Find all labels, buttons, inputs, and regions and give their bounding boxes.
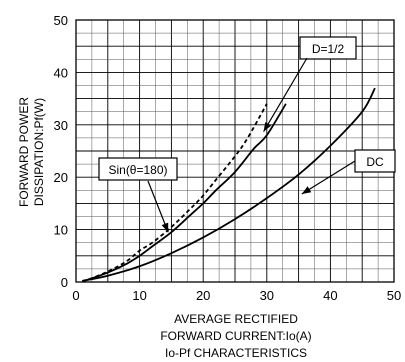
callout-dc: DC	[301, 149, 396, 195]
callout-box	[299, 36, 357, 60]
y-tick-label: 0	[61, 275, 68, 290]
callout-leader	[263, 57, 308, 132]
y-axis-label-line2: DISSIPATION:Pf(W)	[32, 98, 46, 206]
callout-sin180: Sin(θ=180)	[98, 157, 178, 233]
y-tick-label: 10	[54, 223, 68, 238]
y-tick-label: 40	[54, 65, 68, 80]
x-tick-labels: 0 10 20 30 40 50	[72, 288, 401, 303]
x-tick-label: 20	[196, 288, 210, 303]
callout-label: Sin(θ=180)	[108, 163, 167, 177]
callout-arrowhead	[301, 186, 312, 194]
chart-caption: Io-Pf CHARACTERISTICS	[165, 346, 307, 360]
callout-arrowhead	[263, 122, 272, 132]
callout-leader	[301, 160, 356, 195]
callout-arrowhead	[161, 222, 169, 233]
series-dc-line	[82, 87, 376, 282]
x-tick-label: 40	[323, 288, 337, 303]
x-tick-label: 0	[72, 288, 79, 303]
callout-d-half: D=1/2	[263, 36, 357, 132]
y-tick-label: 20	[54, 170, 68, 185]
callout-leader	[147, 180, 169, 233]
callout-box	[98, 157, 178, 181]
series-d-half-line	[82, 103, 287, 282]
callout-label: DC	[366, 155, 384, 169]
callout-label: D=1/2	[312, 42, 345, 56]
x-tick-label: 30	[260, 288, 274, 303]
y-tick-labels: 0 10 20 30 40 50	[54, 13, 68, 290]
series-sin180-line	[82, 103, 268, 282]
x-tick-label: 50	[387, 288, 401, 303]
series-lines	[82, 87, 376, 282]
callouts: Sin(θ=180) D=1/2 DC	[98, 36, 396, 233]
y-tick-label: 30	[54, 118, 68, 133]
y-axis-label-line1: FORWARD POWER	[17, 97, 31, 207]
x-axis-label-line1: AVERAGE RECTIFIED	[174, 312, 298, 326]
x-tick-label: 10	[132, 288, 146, 303]
x-axis-label-line2: FORWARD CURRENT:Io(A)	[160, 329, 311, 343]
y-tick-label: 50	[54, 13, 68, 28]
